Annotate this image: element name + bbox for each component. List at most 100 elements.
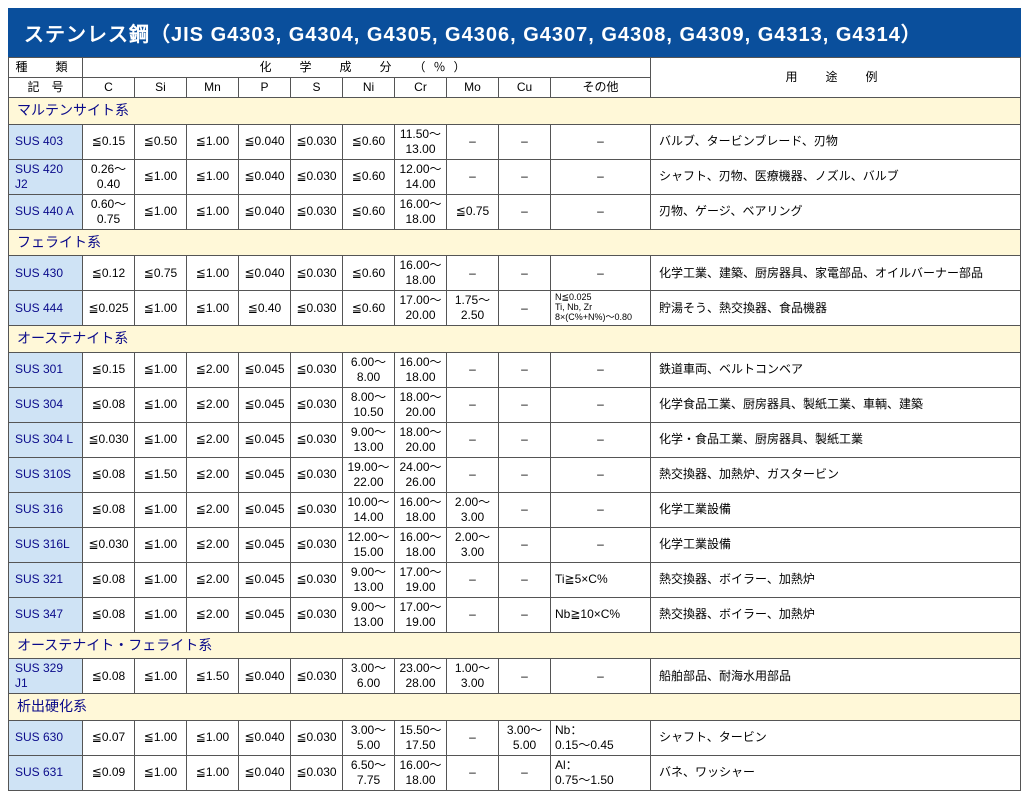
- chem-cell: –: [551, 194, 651, 229]
- chem-cell: –: [499, 659, 551, 694]
- chem-cell: –: [551, 387, 651, 422]
- chem-cell: 17.00～ 20.00: [395, 291, 447, 326]
- grade-symbol: SUS 630: [9, 720, 83, 755]
- chem-cell: –: [447, 124, 499, 159]
- use-cell: シャフト、刃物、医療機器、ノズル、バルブ: [651, 159, 1021, 194]
- chem-cell: 3.00～ 5.00: [499, 720, 551, 755]
- chem-cell: ≦0.60: [343, 194, 395, 229]
- chem-cell: –: [499, 352, 551, 387]
- chem-cell: ≦2.00: [187, 562, 239, 597]
- chem-cell: 16.00～ 18.00: [395, 352, 447, 387]
- page-title: ステンレス鋼（JIS G4303, G4304, G4305, G4306, G…: [8, 8, 1021, 57]
- grade-symbol: SUS 304: [9, 387, 83, 422]
- chem-cell: ≦1.00: [135, 562, 187, 597]
- chem-cell: ≦1.00: [187, 291, 239, 326]
- chem-cell: –: [499, 291, 551, 326]
- chem-cell: –: [551, 659, 651, 694]
- chem-cell: ≦1.00: [135, 194, 187, 229]
- chem-cell: 6.00～ 8.00: [343, 352, 395, 387]
- use-cell: 貯湯そう、熱交換器、食品機器: [651, 291, 1021, 326]
- grade-symbol: SUS 440 A: [9, 194, 83, 229]
- hdr-cu: Cu: [499, 78, 551, 98]
- chem-cell: 11.50～ 13.00: [395, 124, 447, 159]
- grade-symbol: SUS 347: [9, 597, 83, 632]
- chem-cell: –: [551, 256, 651, 291]
- hdr-type: 種 類: [9, 58, 83, 78]
- hdr-symbol: 記 号: [9, 78, 83, 98]
- chem-cell: ≦0.030: [291, 457, 343, 492]
- chem-cell: 9.00～ 13.00: [343, 597, 395, 632]
- chem-cell: ≦0.040: [239, 720, 291, 755]
- table-row: SUS 310S≦0.08≦1.50≦2.00≦0.045≦0.03019.00…: [9, 457, 1021, 492]
- chem-cell: 2.00～ 3.00: [447, 527, 499, 562]
- hdr-s: S: [291, 78, 343, 98]
- chem-cell: –: [447, 387, 499, 422]
- chem-cell: ≦0.025: [83, 291, 135, 326]
- chem-cell: –: [447, 720, 499, 755]
- chem-cell: 16.00～ 18.00: [395, 527, 447, 562]
- chem-cell: ≦1.00: [135, 755, 187, 790]
- chem-cell: ≦1.00: [187, 124, 239, 159]
- chem-cell: 12.00～ 14.00: [395, 159, 447, 194]
- chem-cell: –: [499, 597, 551, 632]
- chem-cell: ≦0.030: [83, 527, 135, 562]
- chem-cell: ≦0.045: [239, 527, 291, 562]
- chem-cell: –: [447, 562, 499, 597]
- chem-cell: ≦0.08: [83, 597, 135, 632]
- chem-cell: 6.50～ 7.75: [343, 755, 395, 790]
- chem-cell: ≦1.00: [135, 659, 187, 694]
- chem-cell: ≦0.030: [291, 291, 343, 326]
- chem-cell: –: [447, 422, 499, 457]
- chem-cell: –: [447, 256, 499, 291]
- chem-cell: –: [551, 124, 651, 159]
- chem-cell: ≦0.08: [83, 562, 135, 597]
- chem-cell: 0.60～ 0.75: [83, 194, 135, 229]
- hdr-c: C: [83, 78, 135, 98]
- chem-cell: ≦0.030: [291, 597, 343, 632]
- chem-cell: ≦1.00: [135, 597, 187, 632]
- table-row: SUS 316≦0.08≦1.00≦2.00≦0.045≦0.03010.00～…: [9, 492, 1021, 527]
- section-header: 析出硬化系: [9, 694, 1021, 721]
- chem-cell: –: [551, 422, 651, 457]
- table-row: SUS 347≦0.08≦1.00≦2.00≦0.045≦0.0309.00～ …: [9, 597, 1021, 632]
- stainless-steel-table: 種 類 化 学 成 分 （％） 用 途 例 記 号 C Si Mn P S Ni…: [8, 57, 1021, 791]
- grade-symbol: SUS 631: [9, 755, 83, 790]
- chem-cell: ≦0.50: [135, 124, 187, 159]
- chem-cell: ≦2.00: [187, 457, 239, 492]
- hdr-chem: 化 学 成 分 （％）: [83, 58, 651, 78]
- chem-cell: ≦1.50: [187, 659, 239, 694]
- chem-cell: ≦1.00: [187, 755, 239, 790]
- chem-cell: ≦0.60: [343, 291, 395, 326]
- grade-symbol: SUS 316L: [9, 527, 83, 562]
- chem-cell: ≦1.00: [187, 256, 239, 291]
- chem-cell: –: [551, 457, 651, 492]
- section-header: フェライト系: [9, 229, 1021, 256]
- chem-cell: ≦0.030: [291, 562, 343, 597]
- chem-cell: ≦0.045: [239, 597, 291, 632]
- chem-cell: ≦2.00: [187, 597, 239, 632]
- table-row: SUS 420 J20.26～ 0.40≦1.00≦1.00≦0.040≦0.0…: [9, 159, 1021, 194]
- chem-cell: ≦0.07: [83, 720, 135, 755]
- chem-cell: ≦2.00: [187, 492, 239, 527]
- chem-cell: N≦0.025 Ti, Nb, Zr 8×(C%+N%)～0.80: [551, 291, 651, 326]
- use-cell: 化学・食品工業、厨房器具、製紙工業: [651, 422, 1021, 457]
- chem-cell: ≦1.00: [187, 194, 239, 229]
- use-cell: 熱交換器、ボイラー、加熱炉: [651, 562, 1021, 597]
- hdr-other: その他: [551, 78, 651, 98]
- chem-cell: ≦2.00: [187, 422, 239, 457]
- chem-cell: ≦2.00: [187, 352, 239, 387]
- table-row: SUS 631≦0.09≦1.00≦1.00≦0.040≦0.0306.50～ …: [9, 755, 1021, 790]
- chem-cell: Nb： 0.15～0.45: [551, 720, 651, 755]
- grade-symbol: SUS 430: [9, 256, 83, 291]
- chem-cell: ≦0.15: [83, 124, 135, 159]
- chem-cell: ≦0.030: [291, 659, 343, 694]
- chem-cell: ≦0.60: [343, 256, 395, 291]
- chem-cell: –: [499, 457, 551, 492]
- chem-cell: 18.00～ 20.00: [395, 387, 447, 422]
- chem-cell: ≦0.040: [239, 256, 291, 291]
- chem-cell: 3.00～ 6.00: [343, 659, 395, 694]
- chem-cell: ≦0.12: [83, 256, 135, 291]
- chem-cell: ≦0.040: [239, 194, 291, 229]
- chem-cell: –: [551, 352, 651, 387]
- chem-cell: 16.00～ 18.00: [395, 256, 447, 291]
